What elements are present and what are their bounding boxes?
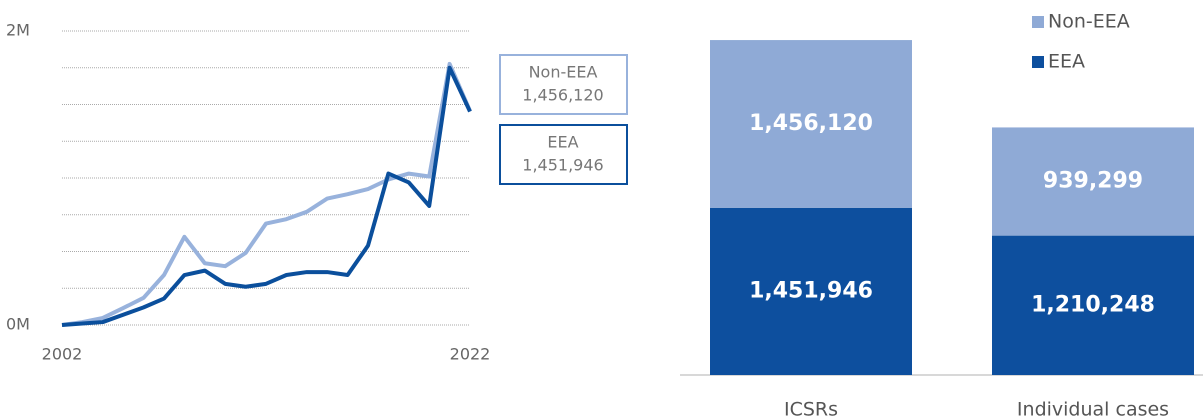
value-label: 1,451,946 xyxy=(749,278,873,303)
value-label: 1,456,120 xyxy=(749,111,873,136)
x-tick-label: 2002 xyxy=(42,345,83,364)
end-label-box: EEA 1,451,946 xyxy=(499,124,628,185)
x-tick-label: Individual cases xyxy=(1017,399,1169,419)
y-tick-label: 2M xyxy=(6,21,30,40)
legend-swatch xyxy=(1032,56,1044,68)
series-line xyxy=(61,65,472,327)
x-tick-label: 2022 xyxy=(450,345,491,364)
series-line xyxy=(61,61,472,327)
bar-segment xyxy=(992,235,1194,375)
bar-segment xyxy=(992,127,1194,236)
label-box xyxy=(499,124,628,185)
end-value-label: 1,456,120 xyxy=(522,86,603,105)
bar-segment xyxy=(710,40,912,208)
bar-segment xyxy=(710,207,912,375)
x-tick-label: ICSRs xyxy=(784,399,838,419)
series-name: EEA xyxy=(547,133,578,152)
label-box xyxy=(499,54,628,115)
value-label: 939,299 xyxy=(1043,169,1143,194)
series-name: Non-EEA xyxy=(529,63,598,82)
legend-swatch xyxy=(1032,16,1044,28)
legend-label: EEA xyxy=(1048,51,1085,73)
end-value-label: 1,451,946 xyxy=(522,156,603,175)
y-tick-label: 0M xyxy=(6,315,30,334)
value-label: 1,210,248 xyxy=(1031,292,1155,317)
legend-label: Non-EEA xyxy=(1048,11,1130,33)
end-label-box: Non-EEA 1,456,120 xyxy=(499,54,628,115)
